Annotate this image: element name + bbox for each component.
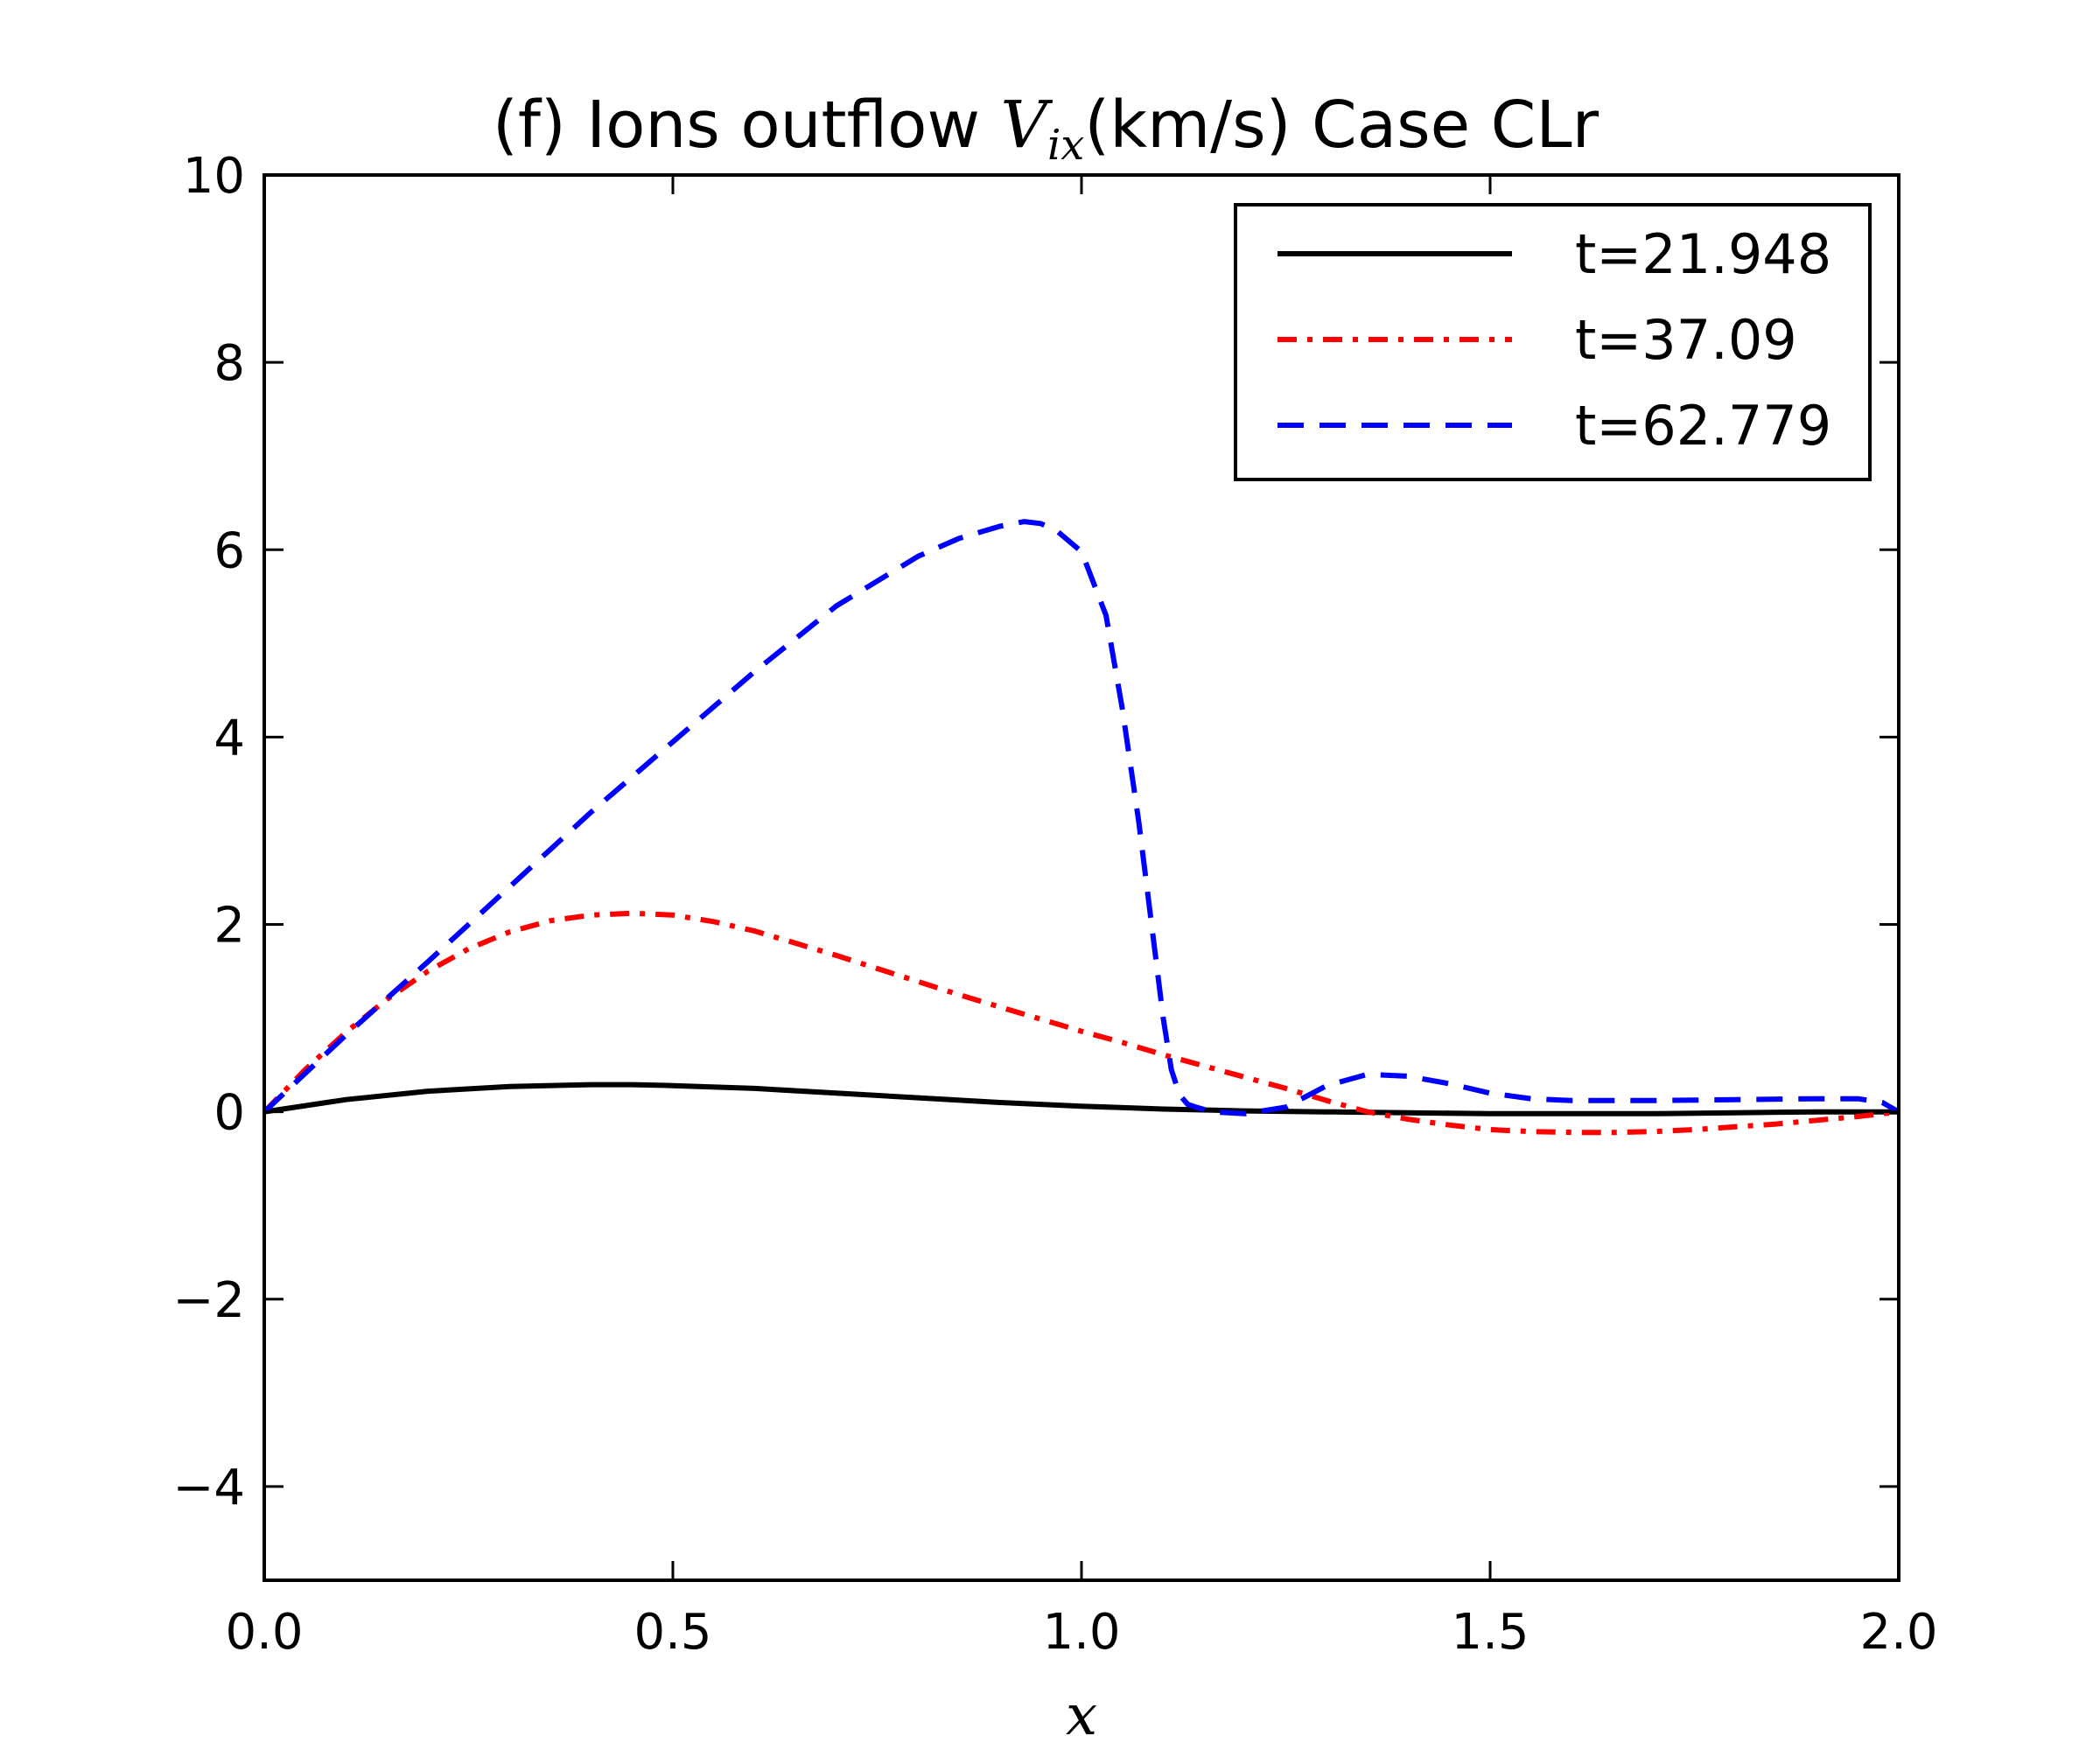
x-tick-label: 0.0 xyxy=(225,1604,303,1661)
y-tick-label: 4 xyxy=(214,710,245,766)
y-tick-label: 2 xyxy=(214,898,245,955)
legend-label-3: t=62.779 xyxy=(1575,394,1831,458)
chart-title-math-sub: ix xyxy=(1047,121,1084,170)
x-tick-label: 2.0 xyxy=(1859,1604,1937,1661)
legend: t=21.948 t=37.09 t=62.779 xyxy=(1234,203,1872,481)
y-tick-label: 0 xyxy=(214,1085,245,1142)
series-layer xyxy=(264,519,1899,1136)
series-line-1 xyxy=(264,1082,1899,1116)
x-tick-label: 1.0 xyxy=(1042,1604,1120,1661)
x-tick-label: 1.5 xyxy=(1451,1604,1529,1661)
chart-title-math-main: V xyxy=(1001,88,1054,163)
y-tick-label: −4 xyxy=(172,1460,245,1516)
y-tick-label: 8 xyxy=(214,335,245,392)
legend-items: t=21.948 t=37.09 t=62.779 xyxy=(1278,222,1831,458)
series-line-2 xyxy=(264,910,1899,1136)
y-tick-label: 10 xyxy=(183,148,245,205)
chart-title: (f) Ions outflow Vix(km/s) Case CLr xyxy=(493,88,1600,170)
x-axis-label: x xyxy=(1066,1684,1097,1748)
chart-title-prefix: (f) Ions outflow xyxy=(493,88,1001,163)
chart-title-suffix: (km/s) Case CLr xyxy=(1084,88,1599,163)
y-tick-label: 6 xyxy=(214,522,245,579)
axes-frame xyxy=(262,173,1900,1582)
legend-label-1: t=21.948 xyxy=(1575,222,1831,286)
legend-label-2: t=37.09 xyxy=(1575,308,1797,372)
x-tick-label: 0.5 xyxy=(634,1604,711,1661)
series-line-3 xyxy=(264,519,1899,1116)
y-tick-label: −2 xyxy=(172,1272,245,1329)
